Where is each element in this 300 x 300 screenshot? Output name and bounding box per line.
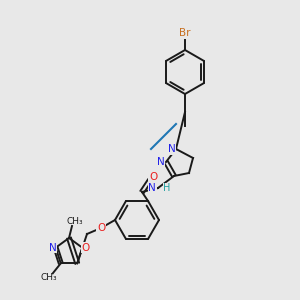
Text: H: H — [163, 183, 170, 193]
Text: O: O — [149, 172, 157, 182]
Text: N: N — [148, 183, 156, 193]
Text: O: O — [81, 243, 89, 253]
Text: N: N — [49, 243, 57, 253]
Text: O: O — [97, 223, 105, 233]
Text: Br: Br — [179, 28, 191, 38]
Text: N: N — [157, 157, 165, 167]
Text: CH₃: CH₃ — [40, 273, 57, 282]
Text: N: N — [168, 144, 176, 154]
Text: CH₃: CH₃ — [67, 218, 83, 226]
